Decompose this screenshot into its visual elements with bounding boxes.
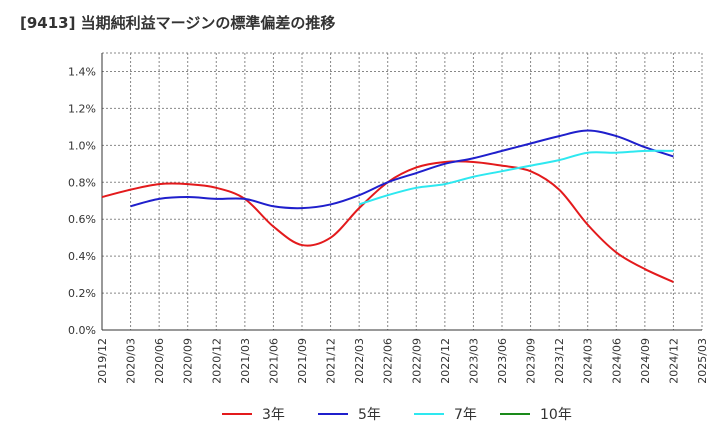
series-line-2 [358,149,674,206]
x-tick-label: 2020/12 [210,338,223,384]
x-tick-label: 2022/12 [439,338,452,384]
legend-label-2: 7年 [454,407,477,423]
y-tick-label: 0.8% [68,176,96,189]
x-tick-label: 2020/06 [153,338,166,384]
x-tick-label: 2025/03 [696,338,709,384]
x-tick-label: 2024/09 [639,338,652,384]
x-tick-label: 2023/06 [496,338,509,384]
y-tick-label: 0.2% [68,287,96,300]
legend-label-1: 5年 [358,407,381,423]
x-tick-label: 2022/06 [382,338,395,384]
x-tick-label: 2024/03 [582,338,595,384]
legend-label-3: 10年 [540,407,572,423]
x-tick-label: 2020/03 [125,338,138,384]
x-tick-label: 2022/09 [410,338,423,384]
y-tick-label: 0.4% [68,250,96,263]
x-tick-label: 2021/06 [267,338,280,384]
y-tick-label: 1.0% [68,139,96,152]
x-tick-label: 2020/09 [182,338,195,384]
y-tick-label: 0.6% [68,213,96,226]
y-tick-label: 1.2% [68,102,96,115]
x-tick-label: 2023/12 [553,338,566,384]
x-tick-label: 2021/09 [296,338,309,384]
x-tick-label: 2024/12 [667,338,680,384]
series-line-1 [130,129,674,210]
x-tick-label: 2022/03 [353,338,366,384]
x-tick-label: 2024/06 [610,338,623,384]
x-tick-label: 2023/03 [467,338,480,384]
chart-title: [9413] 当期純利益マージンの標準偏差の推移 [20,14,336,32]
y-tick-label: 1.4% [68,65,96,78]
x-tick-label: 2019/12 [96,338,109,384]
y-tick-label: 0.0% [68,324,96,337]
x-tick-label: 2021/03 [239,338,252,384]
legend-label-0: 3年 [262,407,285,423]
x-tick-label: 2021/12 [325,338,338,384]
x-tick-label: 2023/09 [525,338,538,384]
